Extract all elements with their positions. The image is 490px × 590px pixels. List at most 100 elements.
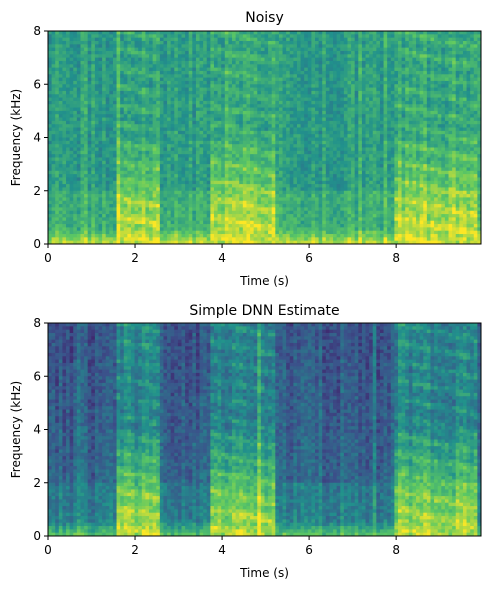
spectrogram-cell [109, 227, 114, 232]
spectrogram-cell [138, 154, 143, 159]
spectrogram-cell [98, 124, 103, 129]
spectrogram-cell [102, 120, 107, 125]
spectrogram-cell [282, 190, 287, 195]
spectrogram-cell [109, 194, 114, 199]
spectrogram-cell [127, 94, 132, 99]
spectrogram-cell [94, 167, 100, 172]
spectrogram-cell [268, 44, 273, 49]
spectrogram-cell [311, 54, 316, 59]
spectrogram-cell [275, 57, 280, 62]
spectrogram-cell [94, 90, 100, 95]
spectrogram-cell [94, 100, 100, 105]
spectrogram-cell [278, 124, 284, 129]
spectrogram-cell [188, 124, 193, 129]
spectrogram-cell [159, 224, 165, 228]
spectrogram-cell [105, 137, 110, 142]
spectrogram-cell [213, 34, 219, 39]
spectrogram-cell [257, 117, 262, 122]
spectrogram-cell [318, 114, 323, 119]
spectrogram-cell [307, 74, 313, 79]
spectrogram-cell [105, 180, 110, 185]
spectrogram-cell [271, 140, 276, 145]
spectrogram-cell [62, 230, 67, 235]
spectrogram-cell [181, 167, 186, 172]
spectrogram-cell [84, 164, 89, 169]
spectrogram-cell [55, 230, 60, 235]
spectrogram-cell [271, 190, 276, 195]
spectrogram-cell [188, 104, 193, 109]
spectrogram-cell [304, 184, 309, 189]
spectrogram-cell [232, 74, 237, 79]
spectrogram-cell [177, 184, 183, 189]
spectrogram-cell [145, 197, 150, 202]
spectrogram-cell [188, 34, 193, 39]
spectrogram-cell [94, 154, 100, 159]
spectrogram-cell [315, 140, 320, 145]
spectrogram-cell [120, 167, 125, 172]
spectrogram-cell [307, 157, 313, 162]
spectrogram-cell [163, 87, 168, 92]
spectrogram-cell [84, 204, 89, 208]
spectrogram-cell [282, 204, 287, 208]
spectrogram-cell [213, 190, 219, 195]
spectrogram-cell [80, 120, 85, 125]
spectrogram-cell [318, 227, 323, 232]
spectrogram-cell [304, 124, 309, 129]
spectrogram-cell [188, 217, 193, 222]
spectrogram-cell [141, 214, 147, 218]
spectrogram-cell [87, 37, 92, 42]
spectrogram-cell [156, 240, 161, 244]
spectrogram-cell [58, 237, 64, 242]
spectrogram-cell [185, 80, 190, 85]
spectrogram-cell [145, 104, 150, 109]
spectrogram-cell [48, 204, 53, 208]
spectrogram-cell [260, 127, 266, 132]
spectrogram-cell [199, 80, 204, 85]
spectrogram-cell [91, 70, 96, 75]
spectrogram-cell [138, 104, 143, 109]
spectrogram-cell [257, 70, 262, 75]
spectrogram-cell [58, 34, 64, 39]
spectrogram-cell [55, 190, 60, 195]
spectrogram-cell [167, 197, 172, 202]
spectrogram-cell [260, 230, 266, 235]
spectrogram-cell [152, 127, 157, 132]
spectrogram-cell [80, 140, 85, 145]
spectrogram-cell [296, 40, 302, 45]
spectrogram-cell [286, 37, 291, 42]
spectrogram-cell [232, 197, 237, 202]
spectrogram-cell [188, 234, 193, 238]
spectrogram-cell [167, 77, 172, 82]
spectrogram-cell [264, 107, 269, 112]
spectrogram-cell [91, 150, 96, 155]
spectrogram-cell [141, 67, 147, 72]
spectrogram-cell [315, 40, 320, 45]
spectrogram-cell [174, 104, 179, 109]
spectrogram-cell [315, 174, 320, 179]
spectrogram-cell [152, 114, 157, 119]
spectrogram-cell [163, 100, 168, 105]
spectrogram-cell [102, 124, 107, 129]
spectrogram-cell [282, 107, 287, 112]
spectrogram-cell [221, 117, 226, 122]
spectrogram-cell [318, 80, 323, 85]
spectrogram-cell [232, 217, 237, 222]
spectrogram-cell [275, 187, 280, 192]
spectrogram-cell [84, 114, 89, 119]
spectrogram-cell [177, 50, 183, 55]
spectrogram-cell [199, 34, 204, 39]
spectrogram-cell [232, 127, 237, 132]
spectrogram-cell [163, 204, 168, 208]
spectrogram-cell [311, 80, 316, 85]
spectrogram-cell [55, 240, 60, 244]
spectrogram-cell [318, 31, 323, 35]
spectrogram-cell [170, 220, 175, 225]
spectrogram-cell [109, 220, 114, 225]
spectrogram-cell [177, 70, 183, 75]
spectrogram-cell [145, 224, 150, 228]
spectrogram-cell [58, 64, 64, 69]
spectrogram-cell [109, 164, 114, 169]
spectrogram-cell [109, 137, 114, 142]
spectrogram-cell [181, 150, 186, 155]
spectrogram-cell [325, 187, 331, 192]
